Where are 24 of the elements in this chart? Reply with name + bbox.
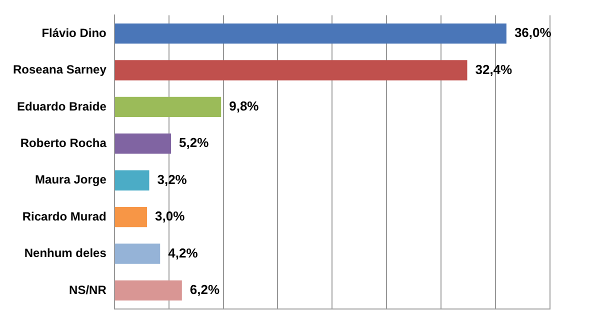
bar [114, 244, 160, 264]
y-tick-label: Nenhum deles [24, 246, 107, 260]
bar [114, 60, 468, 80]
bar [114, 280, 182, 301]
data-label: 36,0% [514, 25, 552, 40]
data-label: 9,8% [229, 98, 260, 114]
y-tick-label: NS/NR [69, 282, 107, 297]
bar [114, 96, 222, 118]
data-label: 4,2% [168, 245, 198, 260]
bar [114, 170, 150, 190]
y-tick-label: Roberto Rocha [20, 136, 107, 150]
data-label: 3,2% [157, 172, 188, 187]
bar [114, 206, 148, 228]
bar [114, 134, 172, 154]
data-label: 32,4% [475, 62, 513, 77]
data-label: 5,2% [179, 135, 210, 150]
y-tick-label: Roseana Sarney [12, 62, 107, 77]
y-tick-label: Maura Jorge [35, 172, 107, 187]
y-tick-label: Eduardo Braide [17, 99, 107, 114]
bar [114, 23, 506, 44]
data-label: 6,2% [190, 282, 220, 298]
y-tick-label: Ricardo Murad [22, 209, 106, 224]
data-label: 3,0% [155, 208, 186, 224]
y-tick-label: Flávio Dino [42, 26, 106, 40]
